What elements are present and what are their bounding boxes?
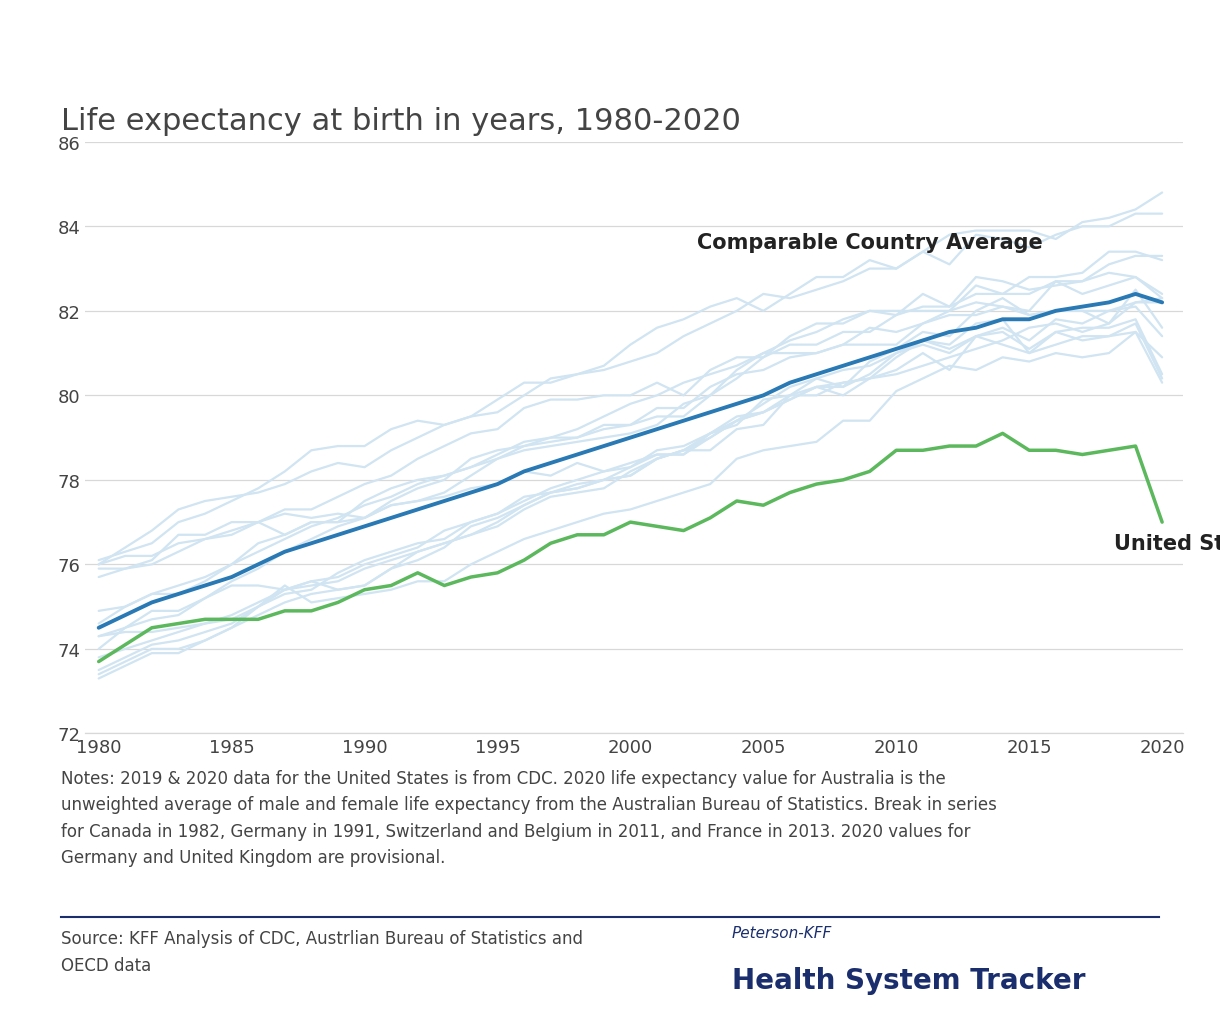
Text: Notes: 2019 & 2020 data for the United States is from CDC. 2020 life expectancy : Notes: 2019 & 2020 data for the United S…: [61, 769, 997, 866]
Text: Comparable Country Average: Comparable Country Average: [697, 232, 1043, 253]
Text: Peterson-KFF: Peterson-KFF: [732, 925, 832, 941]
Text: United States: United States: [1114, 533, 1220, 553]
Text: Health System Tracker: Health System Tracker: [732, 966, 1086, 994]
Text: Source: KFF Analysis of CDC, Austrlian Bureau of Statistics and
OECD data: Source: KFF Analysis of CDC, Austrlian B…: [61, 929, 583, 974]
Text: Life expectancy at birth in years, 1980-2020: Life expectancy at birth in years, 1980-…: [61, 107, 741, 136]
